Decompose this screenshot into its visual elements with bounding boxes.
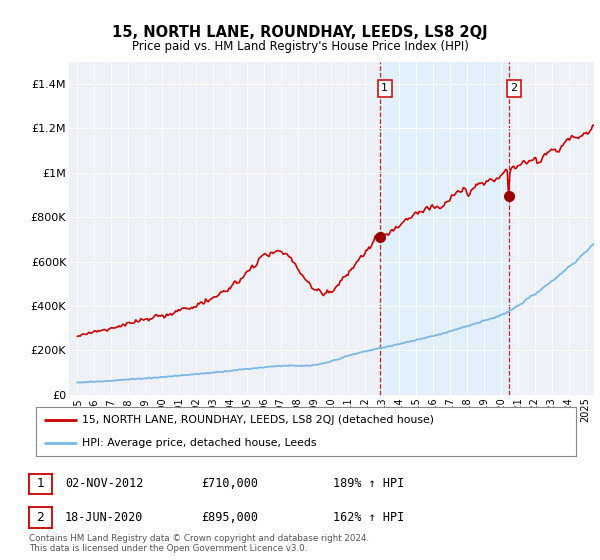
Text: 162% ↑ HPI: 162% ↑ HPI [333, 511, 404, 524]
Text: 2: 2 [510, 83, 517, 94]
Text: 189% ↑ HPI: 189% ↑ HPI [333, 477, 404, 491]
Text: 2: 2 [36, 511, 44, 524]
Text: HPI: Average price, detached house, Leeds: HPI: Average price, detached house, Leed… [82, 438, 316, 448]
Text: £710,000: £710,000 [201, 477, 258, 491]
Text: 15, NORTH LANE, ROUNDHAY, LEEDS, LS8 2QJ: 15, NORTH LANE, ROUNDHAY, LEEDS, LS8 2QJ [112, 25, 488, 40]
Text: 15, NORTH LANE, ROUNDHAY, LEEDS, LS8 2QJ (detached house): 15, NORTH LANE, ROUNDHAY, LEEDS, LS8 2QJ… [82, 416, 434, 426]
Text: Price paid vs. HM Land Registry's House Price Index (HPI): Price paid vs. HM Land Registry's House … [131, 40, 469, 53]
Text: Contains HM Land Registry data © Crown copyright and database right 2024.
This d: Contains HM Land Registry data © Crown c… [29, 534, 369, 553]
Text: £895,000: £895,000 [201, 511, 258, 524]
Text: 1: 1 [381, 83, 388, 94]
Text: 1: 1 [36, 477, 44, 491]
Bar [380, 62, 509, 395]
Text: 18-JUN-2020: 18-JUN-2020 [65, 511, 143, 524]
Text: 02-NOV-2012: 02-NOV-2012 [65, 477, 143, 491]
